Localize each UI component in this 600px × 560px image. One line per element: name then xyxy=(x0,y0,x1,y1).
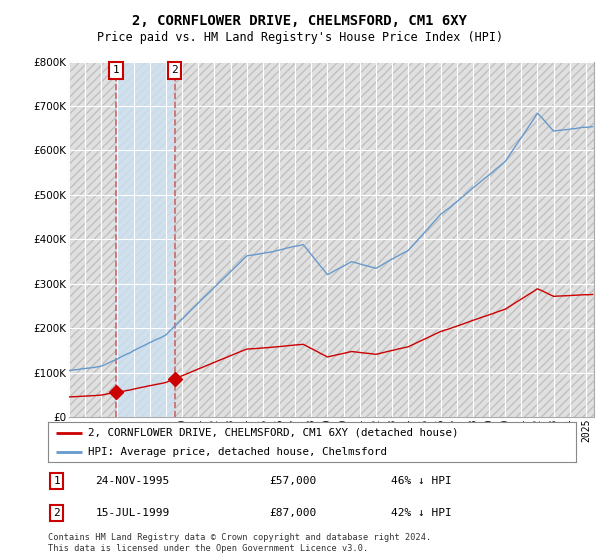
Text: 1: 1 xyxy=(113,66,119,76)
Bar xyxy=(116,62,175,417)
Text: 2: 2 xyxy=(172,66,178,76)
Text: 42% ↓ HPI: 42% ↓ HPI xyxy=(391,508,452,518)
Text: Price paid vs. HM Land Registry's House Price Index (HPI): Price paid vs. HM Land Registry's House … xyxy=(97,31,503,44)
Text: Contains HM Land Registry data © Crown copyright and database right 2024.
This d: Contains HM Land Registry data © Crown c… xyxy=(48,533,431,553)
Bar xyxy=(69,62,594,417)
Text: 2: 2 xyxy=(53,508,60,518)
Text: 2, CORNFLOWER DRIVE, CHELMSFORD, CM1 6XY: 2, CORNFLOWER DRIVE, CHELMSFORD, CM1 6XY xyxy=(133,14,467,28)
Text: £87,000: £87,000 xyxy=(270,508,317,518)
Text: 24-NOV-1995: 24-NOV-1995 xyxy=(95,476,170,486)
Text: HPI: Average price, detached house, Chelmsford: HPI: Average price, detached house, Chel… xyxy=(88,447,386,457)
Text: 1: 1 xyxy=(53,476,60,486)
Text: 46% ↓ HPI: 46% ↓ HPI xyxy=(391,476,452,486)
Text: 2, CORNFLOWER DRIVE, CHELMSFORD, CM1 6XY (detached house): 2, CORNFLOWER DRIVE, CHELMSFORD, CM1 6XY… xyxy=(88,428,458,438)
Text: 15-JUL-1999: 15-JUL-1999 xyxy=(95,508,170,518)
Text: £57,000: £57,000 xyxy=(270,476,317,486)
